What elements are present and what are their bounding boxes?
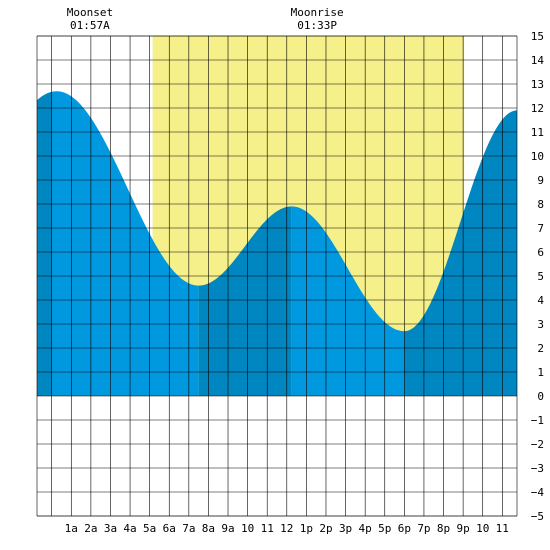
y-tick-label: 3 bbox=[537, 318, 544, 331]
y-tick-label: 7 bbox=[537, 222, 544, 235]
moonrise-time: 01:33P bbox=[297, 19, 337, 32]
y-tick-label: 5 bbox=[537, 270, 544, 283]
y-tick-label: 12 bbox=[531, 102, 544, 115]
tide-area-falling bbox=[51, 91, 199, 396]
x-tick-label: 10 bbox=[476, 522, 489, 535]
y-tick-label: 14 bbox=[531, 54, 545, 67]
tide-area-rising bbox=[404, 110, 517, 397]
x-tick-label: 3p bbox=[339, 522, 352, 535]
x-tick-label: 1p bbox=[300, 522, 313, 535]
y-tick-label: 2 bbox=[537, 342, 544, 355]
x-tick-label: 2p bbox=[319, 522, 332, 535]
x-tick-label: 10 bbox=[241, 522, 254, 535]
tide-area-falling bbox=[291, 206, 405, 396]
x-tick-label: 11 bbox=[261, 522, 274, 535]
y-tick-label: 1 bbox=[537, 366, 544, 379]
y-tick-label: −5 bbox=[531, 510, 544, 523]
x-tick-label: 1a bbox=[65, 522, 78, 535]
x-tick-label: 7a bbox=[182, 522, 195, 535]
y-tick-label: −4 bbox=[531, 486, 545, 499]
x-tick-label: 2a bbox=[84, 522, 97, 535]
x-tick-label: 8p bbox=[437, 522, 450, 535]
x-tick-label: 4a bbox=[123, 522, 136, 535]
x-tick-label: 5a bbox=[143, 522, 156, 535]
y-tick-label: 13 bbox=[531, 78, 544, 91]
x-tick-label: 4p bbox=[359, 522, 372, 535]
x-tick-label: 9a bbox=[221, 522, 234, 535]
moonrise-label: Moonrise bbox=[291, 6, 344, 19]
x-tick-label: 11 bbox=[496, 522, 509, 535]
moonset-label: Moonset bbox=[67, 6, 113, 19]
y-tick-label: 11 bbox=[531, 126, 544, 139]
y-tick-label: −3 bbox=[531, 462, 544, 475]
tide-area-rising bbox=[198, 206, 292, 396]
x-tick-label: 6a bbox=[163, 522, 176, 535]
x-tick-label: 3a bbox=[104, 522, 117, 535]
y-tick-label: 10 bbox=[531, 150, 544, 163]
moonset-time: 01:57A bbox=[70, 19, 110, 32]
y-tick-label: 0 bbox=[537, 390, 544, 403]
x-tick-label: 12 bbox=[280, 522, 293, 535]
x-tick-label: 7p bbox=[417, 522, 430, 535]
tide-area-rising bbox=[37, 91, 52, 397]
y-tick-label: 8 bbox=[537, 198, 544, 211]
x-tick-label: 9p bbox=[456, 522, 469, 535]
x-tick-label: 6p bbox=[398, 522, 411, 535]
y-tick-label: 9 bbox=[537, 174, 544, 187]
y-tick-label: −2 bbox=[531, 438, 544, 451]
y-tick-label: 15 bbox=[531, 30, 544, 43]
y-tick-label: 6 bbox=[537, 246, 544, 259]
y-tick-label: 4 bbox=[537, 294, 544, 307]
y-tick-label: −1 bbox=[531, 414, 544, 427]
x-tick-label: 8a bbox=[202, 522, 215, 535]
x-tick-label: 5p bbox=[378, 522, 391, 535]
